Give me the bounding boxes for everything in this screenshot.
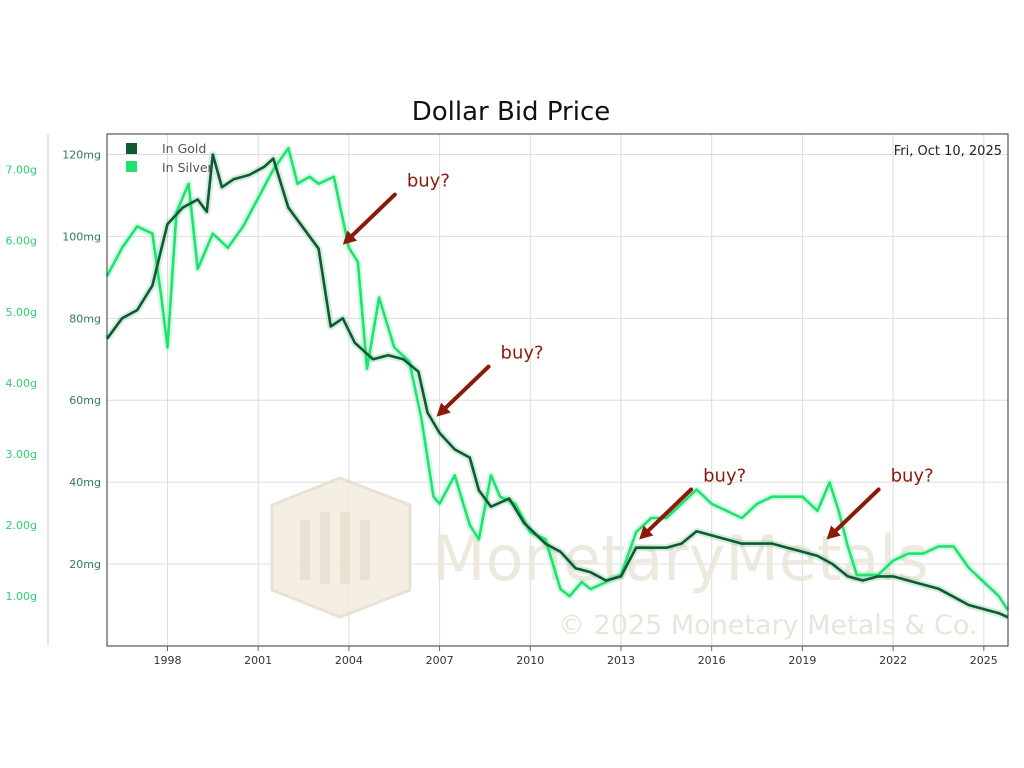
gold-y-tick-label: 40mg <box>69 476 101 489</box>
annotation-arrow <box>646 487 694 533</box>
chart-title: Dollar Bid Price <box>412 97 611 127</box>
plot-border <box>106 133 1009 647</box>
x-tick-label: 2019 <box>788 654 816 667</box>
legend-gold-label: In Gold <box>162 141 206 156</box>
silver-y-tick-label: 2.00g <box>6 519 37 532</box>
annotation-label: buy? <box>501 343 544 364</box>
x-tick-label: 2001 <box>244 654 272 667</box>
annotation-arrow-head <box>826 525 841 540</box>
silver-y-tick-label: 5.00g <box>6 306 37 319</box>
date-label: Fri, Oct 10, 2025 <box>894 144 1002 159</box>
x-tick-label: 2025 <box>970 654 998 667</box>
x-tick-label: 2022 <box>879 654 907 667</box>
x-tick-label: 2016 <box>698 654 726 667</box>
x-tick-label: 2007 <box>426 654 454 667</box>
annotation-arrow-head <box>639 525 654 540</box>
x-tick-label: 2004 <box>335 654 363 667</box>
gold-y-axis: 20mg 40mg 60mg 80mg 100mg 120mg <box>62 148 101 571</box>
legend-gold-swatch <box>126 143 137 154</box>
legend: In Gold In Silver <box>126 141 214 175</box>
silver-y-axis: 1.00g 2.00g 3.00g 4.00g 5.00g 6.00g 7.00g <box>6 164 37 604</box>
gridlines <box>107 134 1008 646</box>
annotation-label: buy? <box>407 171 450 192</box>
gold-y-tick-label: 60mg <box>69 394 101 407</box>
silver-y-tick-label: 4.00g <box>6 377 37 390</box>
x-tick-label: 2010 <box>516 654 544 667</box>
silver-y-tick-label: 1.00g <box>6 590 37 603</box>
annotation-arrow <box>350 192 397 238</box>
silver-series-line <box>105 146 1010 612</box>
gold-y-tick-label: 20mg <box>69 558 101 571</box>
x-axis: 1998 2001 2004 2007 2010 2013 2016 2019 2022 2025 <box>153 646 998 667</box>
watermark-logo-text: MonetaryMetals <box>432 522 929 595</box>
annotation-arrow-head <box>436 402 451 417</box>
gold-series-line <box>105 153 1009 619</box>
silver-y-tick-label: 7.00g <box>6 164 37 177</box>
watermark: MonetaryMetals © 2025 Monetary Metals & … <box>270 476 978 641</box>
silver-y-tick-label: 6.00g <box>6 235 37 248</box>
gold-y-tick-label: 80mg <box>69 312 101 325</box>
annotation-arrow <box>443 364 491 410</box>
annotations: buy? buy? buy? buy? <box>342 171 934 540</box>
legend-silver-swatch <box>126 161 137 172</box>
silver-y-tick-label: 3.00g <box>6 448 37 461</box>
gold-y-tick-label: 100mg <box>62 230 101 243</box>
annotation-label: buy? <box>891 466 934 487</box>
annotation-arrow-head <box>342 230 358 245</box>
watermark-logo-icon <box>270 476 412 619</box>
watermark-copyright: © 2025 Monetary Metals & Co. <box>558 610 978 641</box>
x-tick-label: 1998 <box>153 654 181 667</box>
x-tick-label: 2013 <box>607 654 635 667</box>
legend-silver-label: In Silver <box>162 160 214 175</box>
annotation-arrow <box>833 487 881 533</box>
annotation-label: buy? <box>703 466 746 487</box>
gold-y-tick-label: 120mg <box>62 148 101 161</box>
series-layer <box>103 144 1011 621</box>
